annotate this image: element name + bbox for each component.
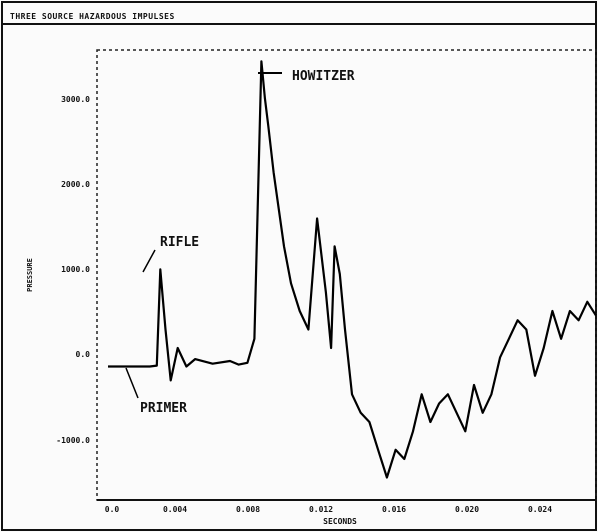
rifle-pointer xyxy=(142,249,156,273)
y-tick-label: 0.0 xyxy=(76,350,91,359)
chart-title: THREE SOURCE HAZARDOUS IMPULSES xyxy=(10,12,175,21)
y-tick-label: 3000.0 xyxy=(61,95,90,104)
x-ticks: 0.0 0.004 0.008 0.012 0.016 0.020 0.024 xyxy=(105,505,552,514)
y-ticks: -1000.0 0.0 1000.0 2000.0 3000.0 xyxy=(56,95,90,445)
x-tick-label: 0.0 xyxy=(105,505,120,514)
y-tick-label: 2000.0 xyxy=(61,180,90,189)
y-tick-label: -1000.0 xyxy=(56,436,90,445)
annotation-rifle: RIFLE xyxy=(160,235,199,250)
x-tick-label: 0.008 xyxy=(236,505,260,514)
x-tick-label: 0.020 xyxy=(455,505,479,514)
annotation-howitzer: HOWITZER xyxy=(292,69,355,84)
x-tick-label: 0.004 xyxy=(163,505,187,514)
x-axis-label: SECONDS xyxy=(323,517,357,526)
annotation-primer: PRIMER xyxy=(140,401,187,416)
x-tick-label: 0.024 xyxy=(528,505,552,514)
series-line xyxy=(108,60,597,479)
x-tick-label: 0.012 xyxy=(309,505,333,514)
plot-area xyxy=(96,49,597,501)
y-axis-label: PRESSURE xyxy=(26,258,34,292)
y-tick-label: 1000.0 xyxy=(61,265,90,274)
x-tick-label: 0.016 xyxy=(382,505,406,514)
primer-pointer xyxy=(125,367,139,399)
